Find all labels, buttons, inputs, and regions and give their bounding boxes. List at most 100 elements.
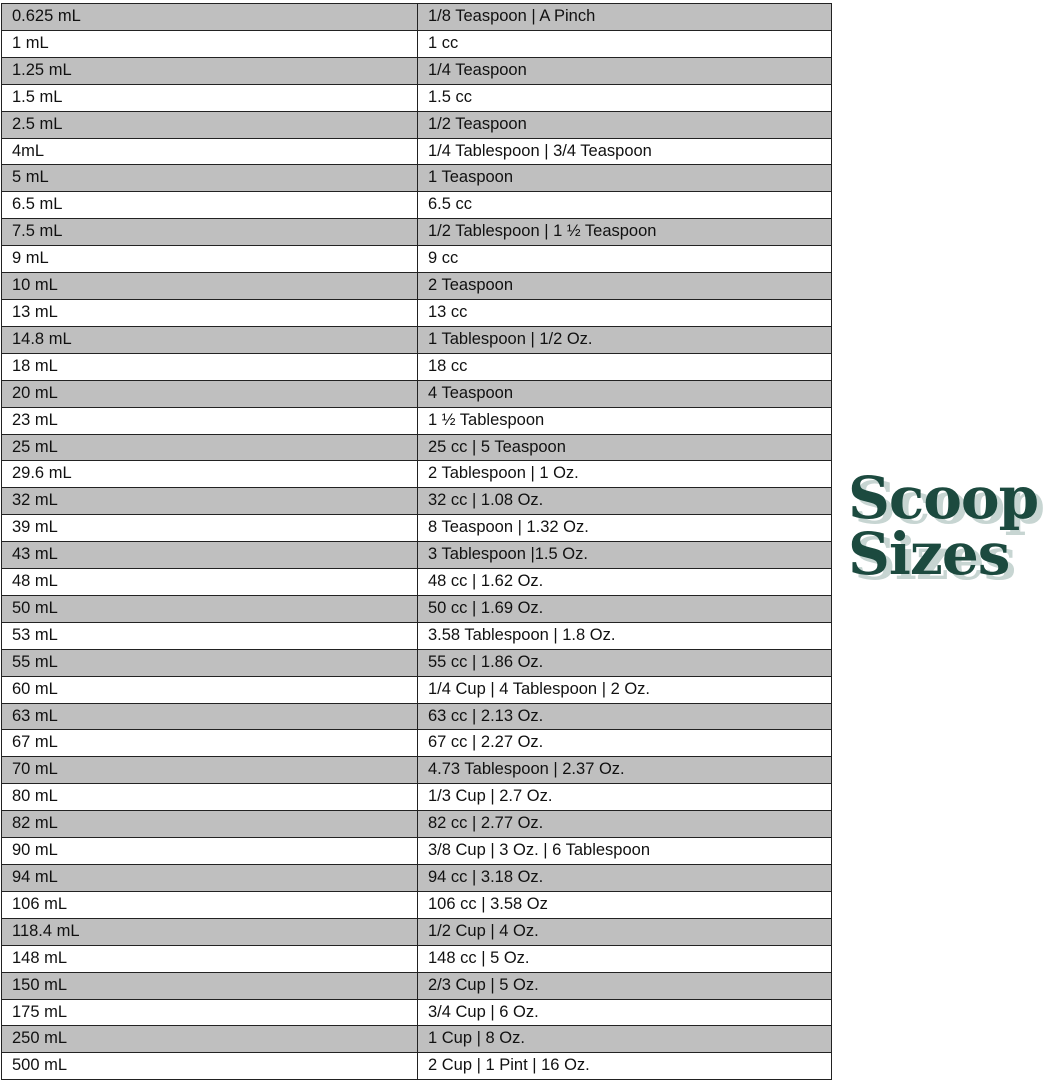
equivalent-cell: 3.58 Tablespoon | 1.8 Oz.: [417, 621, 832, 650]
ml-cell: 7.5 mL: [1, 218, 418, 247]
ml-cell: 48 mL: [1, 568, 418, 596]
ml-cell: 2.5 mL: [1, 110, 418, 139]
table-row: 5 mL 1 Teaspoon: [1, 164, 832, 193]
ml-cell: 175 mL: [1, 998, 418, 1027]
ml-cell: 80 mL: [1, 783, 418, 812]
equivalent-cell: 1 ½ Tablespoon: [417, 406, 832, 435]
table-row: 7.5 mL 1/2 Tablespoon | 1 ½ Teaspoon: [1, 218, 832, 247]
equivalent-cell: 1/2 Cup | 4 Oz.: [417, 917, 832, 946]
table-row: 67 mL 67 cc | 2.27 Oz.: [1, 729, 832, 758]
table-row: 150 mL 2/3 Cup | 5 Oz.: [1, 971, 832, 1000]
ml-cell: 14.8 mL: [1, 325, 418, 354]
table-row: 32 mL 32 cc | 1.08 Oz.: [1, 487, 832, 516]
equivalent-cell: 55 cc | 1.86 Oz.: [417, 648, 832, 677]
equivalent-cell: 3/8 Cup | 3 Oz. | 6 Tablespoon: [417, 837, 832, 865]
equivalent-cell: 1/2 Tablespoon | 1 ½ Teaspoon: [417, 218, 832, 247]
ml-cell: 20 mL: [1, 379, 418, 408]
equivalent-cell: 94 cc | 3.18 Oz.: [417, 864, 832, 892]
table-row: 23 mL 1 ½ Tablespoon: [1, 406, 832, 435]
table-row: 4mL 1/4 Tablespoon | 3/4 Teaspoon: [1, 137, 832, 166]
table-row: 82 mL 82 cc | 2.77 Oz.: [1, 810, 832, 839]
ml-cell: 6.5 mL: [1, 191, 418, 220]
ml-cell: 67 mL: [1, 729, 418, 758]
table-row: 13 mL 13 cc: [1, 298, 832, 327]
table-row: 6.5 mL 6.5 cc: [1, 191, 832, 220]
equivalent-cell: 148 cc | 5 Oz.: [417, 944, 832, 973]
table-row: 1.25 mL 1/4 Teaspoon: [1, 56, 832, 85]
ml-cell: 1.5 mL: [1, 83, 418, 112]
ml-cell: 70 mL: [1, 756, 418, 785]
ml-cell: 18 mL: [1, 352, 418, 381]
equivalent-cell: 4.73 Tablespoon | 2.37 Oz.: [417, 756, 832, 785]
ml-cell: 60 mL: [1, 675, 418, 704]
table-row: 14.8 mL 1 Tablespoon | 1/2 Oz.: [1, 325, 832, 354]
table-row: 0.625 mL 1/8 Teaspoon | A Pinch: [1, 3, 832, 31]
equivalent-cell: 2 Teaspoon: [417, 272, 832, 300]
ml-cell: 10 mL: [1, 272, 418, 300]
table-row: 118.4 mL 1/2 Cup | 4 Oz.: [1, 917, 832, 946]
equivalent-cell: 63 cc | 2.13 Oz.: [417, 702, 832, 731]
table-row: 39 mL 8 Teaspoon | 1.32 Oz.: [1, 514, 832, 543]
ml-cell: 53 mL: [1, 621, 418, 650]
table-row: 43 mL 3 Tablespoon |1.5 Oz.: [1, 541, 832, 570]
equivalent-cell: 1/4 Tablespoon | 3/4 Teaspoon: [417, 137, 832, 166]
ml-cell: 94 mL: [1, 864, 418, 892]
table-row: 2.5 mL 1/2 Teaspoon: [1, 110, 832, 139]
table-row: 70 mL 4.73 Tablespoon | 2.37 Oz.: [1, 756, 832, 785]
ml-cell: 23 mL: [1, 406, 418, 435]
ml-cell: 1 mL: [1, 29, 418, 58]
table-row: 53 mL 3.58 Tablespoon | 1.8 Oz.: [1, 621, 832, 650]
scoop-size-table: 0.625 mL 1/8 Teaspoon | A Pinch 1 mL 1 cc 1.…: [1, 3, 832, 1080]
ml-cell: 82 mL: [1, 810, 418, 839]
title-line-1: Scoop: [848, 464, 1039, 532]
ml-cell: 25 mL: [1, 433, 418, 462]
table-row: 1 mL 1 cc: [1, 29, 832, 58]
equivalent-cell: 9 cc: [417, 245, 832, 274]
ml-cell: 90 mL: [1, 837, 418, 865]
ml-cell: 1.25 mL: [1, 56, 418, 85]
equivalent-cell: 67 cc | 2.27 Oz.: [417, 729, 832, 758]
equivalent-cell: 3 Tablespoon |1.5 Oz.: [417, 541, 832, 570]
ml-cell: 29.6 mL: [1, 460, 418, 489]
ml-cell: 250 mL: [1, 1025, 418, 1054]
scoop-sizes-title: Scoop Sizes: [848, 464, 1063, 588]
ml-cell: 118.4 mL: [1, 917, 418, 946]
equivalent-cell: 4 Teaspoon: [417, 379, 832, 408]
equivalent-cell: 18 cc: [417, 352, 832, 381]
table-row: 9 mL 9 cc: [1, 245, 832, 274]
equivalent-cell: 32 cc | 1.08 Oz.: [417, 487, 832, 516]
table-row: 500 mL 2 Cup | 1 Pint | 16 Oz.: [1, 1052, 832, 1080]
equivalent-cell: 1.5 cc: [417, 83, 832, 112]
equivalent-cell: 8 Teaspoon | 1.32 Oz.: [417, 514, 832, 543]
equivalent-cell: 106 cc | 3.58 Oz: [417, 890, 832, 919]
equivalent-cell: 48 cc | 1.62 Oz.: [417, 568, 832, 596]
ml-cell: 106 mL: [1, 890, 418, 919]
equivalent-cell: 50 cc | 1.69 Oz.: [417, 594, 832, 623]
ml-cell: 148 mL: [1, 944, 418, 973]
table-row: 1.5 mL 1.5 cc: [1, 83, 832, 112]
table-row: 60 mL 1/4 Cup | 4 Tablespoon | 2 Oz.: [1, 675, 832, 704]
equivalent-cell: 2 Tablespoon | 1 Oz.: [417, 460, 832, 489]
ml-cell: 55 mL: [1, 648, 418, 677]
equivalent-cell: 25 cc | 5 Teaspoon: [417, 433, 832, 462]
table-row: 63 mL 63 cc | 2.13 Oz.: [1, 702, 832, 731]
ml-cell: 150 mL: [1, 971, 418, 1000]
equivalent-cell: 1 cc: [417, 29, 832, 58]
table-row: 94 mL 94 cc | 3.18 Oz.: [1, 864, 832, 892]
equivalent-cell: 1/8 Teaspoon | A Pinch: [417, 3, 832, 31]
equivalent-cell: 1 Teaspoon: [417, 164, 832, 193]
table-row: 250 mL 1 Cup | 8 Oz.: [1, 1025, 832, 1054]
ml-cell: 13 mL: [1, 298, 418, 327]
table-row: 50 mL 50 cc | 1.69 Oz.: [1, 594, 832, 623]
ml-cell: 0.625 mL: [1, 3, 418, 31]
table-row: 29.6 mL 2 Tablespoon | 1 Oz.: [1, 460, 832, 489]
equivalent-cell: 6.5 cc: [417, 191, 832, 220]
ml-cell: 32 mL: [1, 487, 418, 516]
table-row: 25 mL 25 cc | 5 Teaspoon: [1, 433, 832, 462]
table-row: 55 mL 55 cc | 1.86 Oz.: [1, 648, 832, 677]
title-line-2: Sizes: [848, 520, 1010, 588]
ml-cell: 50 mL: [1, 594, 418, 623]
equivalent-cell: 1/3 Cup | 2.7 Oz.: [417, 783, 832, 812]
equivalent-cell: 1/2 Teaspoon: [417, 110, 832, 139]
table-row: 48 mL 48 cc | 1.62 Oz.: [1, 568, 832, 596]
